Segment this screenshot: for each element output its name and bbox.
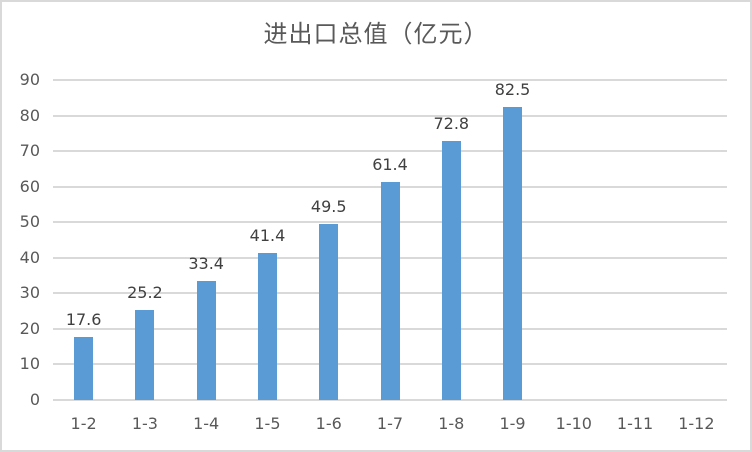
bar[interactable] [257, 252, 277, 400]
data-label: 17.6 [65, 310, 102, 330]
gridline [53, 79, 727, 81]
data-label: 61.4 [372, 154, 408, 174]
x-tick-label: 1-12 [678, 414, 715, 433]
x-tick-label: 1-5 [254, 414, 281, 433]
bar[interactable] [380, 181, 400, 400]
x-axis-line [53, 399, 727, 401]
x-tick-label: 1-2 [70, 414, 97, 433]
y-tick-label: 50 [19, 212, 40, 232]
data-label: 33.4 [188, 254, 224, 274]
y-tick-label: 80 [19, 105, 40, 125]
y-tick-label: 0 [29, 390, 40, 409]
bar[interactable] [135, 310, 155, 400]
x-tick-label: 1-10 [555, 414, 592, 433]
data-label: 25.2 [127, 283, 163, 303]
y-tick-label: 20 [19, 318, 40, 338]
gridline [53, 114, 727, 117]
bar[interactable] [503, 106, 523, 400]
x-tick-label: 1-4 [193, 414, 220, 433]
y-tick-label: 30 [19, 283, 40, 303]
y-tick-label: 90 [19, 70, 40, 89]
data-label: 72.8 [433, 114, 470, 134]
data-label: 49.5 [310, 197, 347, 216]
bar[interactable] [196, 281, 216, 400]
data-label: 82.5 [494, 79, 531, 99]
bar[interactable] [319, 224, 339, 400]
chart-title: 进出口总值（亿元） [263, 20, 489, 48]
y-tick-label: 10 [19, 354, 40, 374]
x-tick-label: 1-3 [131, 414, 158, 433]
y-tick-label: 40 [19, 247, 40, 267]
x-tick-label: 1-6 [315, 414, 342, 433]
y-tick-label: 60 [19, 176, 40, 196]
gridline [53, 150, 727, 153]
y-tick-label: 70 [19, 141, 40, 161]
bar[interactable] [74, 337, 94, 400]
x-tick-label: 1-8 [438, 414, 465, 433]
x-tick-label: 1-7 [376, 414, 404, 433]
x-tick-label: 1-11 [616, 414, 654, 433]
bar[interactable] [441, 141, 461, 400]
data-label: 41.4 [249, 225, 286, 245]
x-tick-label: 1-9 [499, 414, 526, 433]
